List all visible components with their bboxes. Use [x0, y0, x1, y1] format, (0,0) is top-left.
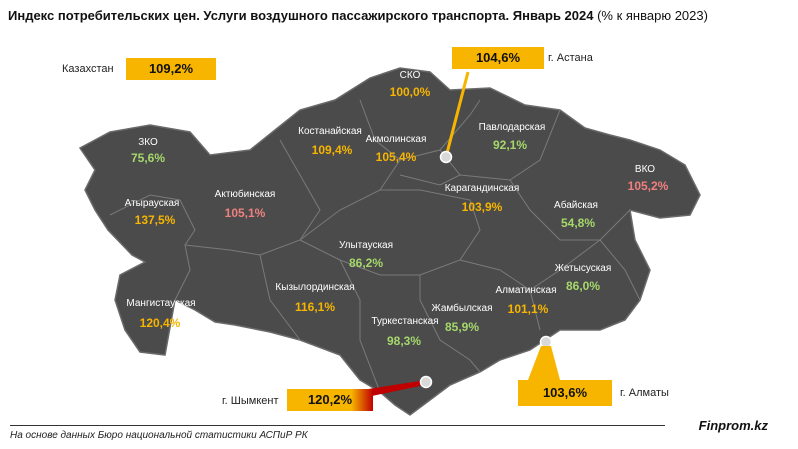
- region-vko-name: ВКО: [634, 164, 656, 175]
- region-zko-value: 75,6%: [130, 151, 166, 165]
- almaty-value: 103,6%: [518, 380, 612, 406]
- region-abay-value: 54,8%: [560, 216, 596, 230]
- region-turkestan-value: 98,3%: [386, 334, 422, 348]
- region-kostanay-value: 109,4%: [311, 143, 353, 157]
- region-karaganda-name: Карагандинская: [444, 183, 520, 194]
- footer-divider: [10, 425, 665, 426]
- chart-title-bold: Индекс потребительских цен. Услуги возду…: [8, 8, 594, 23]
- region-atyrau-name: Атырауская: [124, 198, 180, 209]
- region-akmola-value: 105,4%: [375, 150, 417, 164]
- shymkent-value: 120,2%: [307, 392, 353, 407]
- region-sko-value: 100,0%: [389, 85, 431, 99]
- almaty-pointer: [528, 346, 560, 380]
- region-pavlodar-value: 92,1%: [492, 138, 528, 152]
- region-borders: [109, 99, 641, 393]
- region-zhambyl-value: 85,9%: [444, 320, 480, 334]
- shymkent-box-bg: [287, 389, 373, 411]
- region-mangystau-name: Мангистауская: [126, 298, 196, 309]
- region-pavlodar-name: Павлодарская: [478, 122, 546, 133]
- region-almaty-oblast-value: 101,1%: [507, 302, 549, 316]
- almaty-label: г. Алматы: [620, 387, 669, 399]
- shymkent-marker: [419, 375, 433, 389]
- region-mangystau-value: 120,4%: [139, 316, 181, 330]
- chart-title: Индекс потребительских цен. Услуги возду…: [8, 8, 708, 23]
- country-shape: [78, 67, 701, 416]
- region-almaty-oblast-name: Алматинская: [495, 285, 557, 296]
- brand-logo: Finprom.kz: [698, 418, 768, 433]
- region-zhetysu-value: 86,0%: [565, 279, 601, 293]
- region-kyzylorda-name: Кызылординская: [275, 282, 355, 293]
- region-kostanay-name: Костанайская: [298, 126, 362, 137]
- astana-label: г. Астана: [548, 52, 593, 64]
- region-kyzylorda-value: 116,1%: [294, 300, 336, 314]
- region-karaganda-value: 103,9%: [461, 200, 503, 214]
- astana-marker: [439, 150, 453, 164]
- shymkent-pointer: [362, 380, 426, 398]
- region-zko-name: ЗКО: [138, 137, 158, 148]
- region-abay-name: Абайская: [554, 200, 598, 211]
- region-ulytau-value: 86,2%: [348, 256, 384, 270]
- chart-title-suffix: (% к январю 2023): [593, 8, 708, 23]
- region-akmola-name: Акмолинская: [365, 134, 427, 145]
- region-atyrau-value: 137,5%: [134, 213, 176, 227]
- astana-value: 104,6%: [452, 47, 544, 69]
- region-vko-value: 105,2%: [627, 179, 669, 193]
- almaty-marker: [539, 335, 553, 349]
- kazakhstan-label: Казахстан: [62, 63, 114, 75]
- region-aktobe-value: 105,1%: [224, 206, 266, 220]
- region-zhambyl-name: Жамбылская: [431, 303, 493, 314]
- shymkent-label: г. Шымкент: [222, 395, 279, 407]
- kazakhstan-value: 109,2%: [126, 58, 216, 80]
- region-sko-name: СКО: [399, 70, 421, 81]
- region-aktobe-name: Актюбинская: [214, 189, 276, 200]
- region-turkestan-name: Туркестанская: [371, 316, 439, 327]
- region-zhetysu-name: Жетысуская: [554, 263, 612, 274]
- source-note: На основе данных Бюро национальной стати…: [10, 430, 308, 441]
- astana-pointer-line: [444, 71, 470, 158]
- region-ulytau-name: Улытауская: [338, 240, 394, 251]
